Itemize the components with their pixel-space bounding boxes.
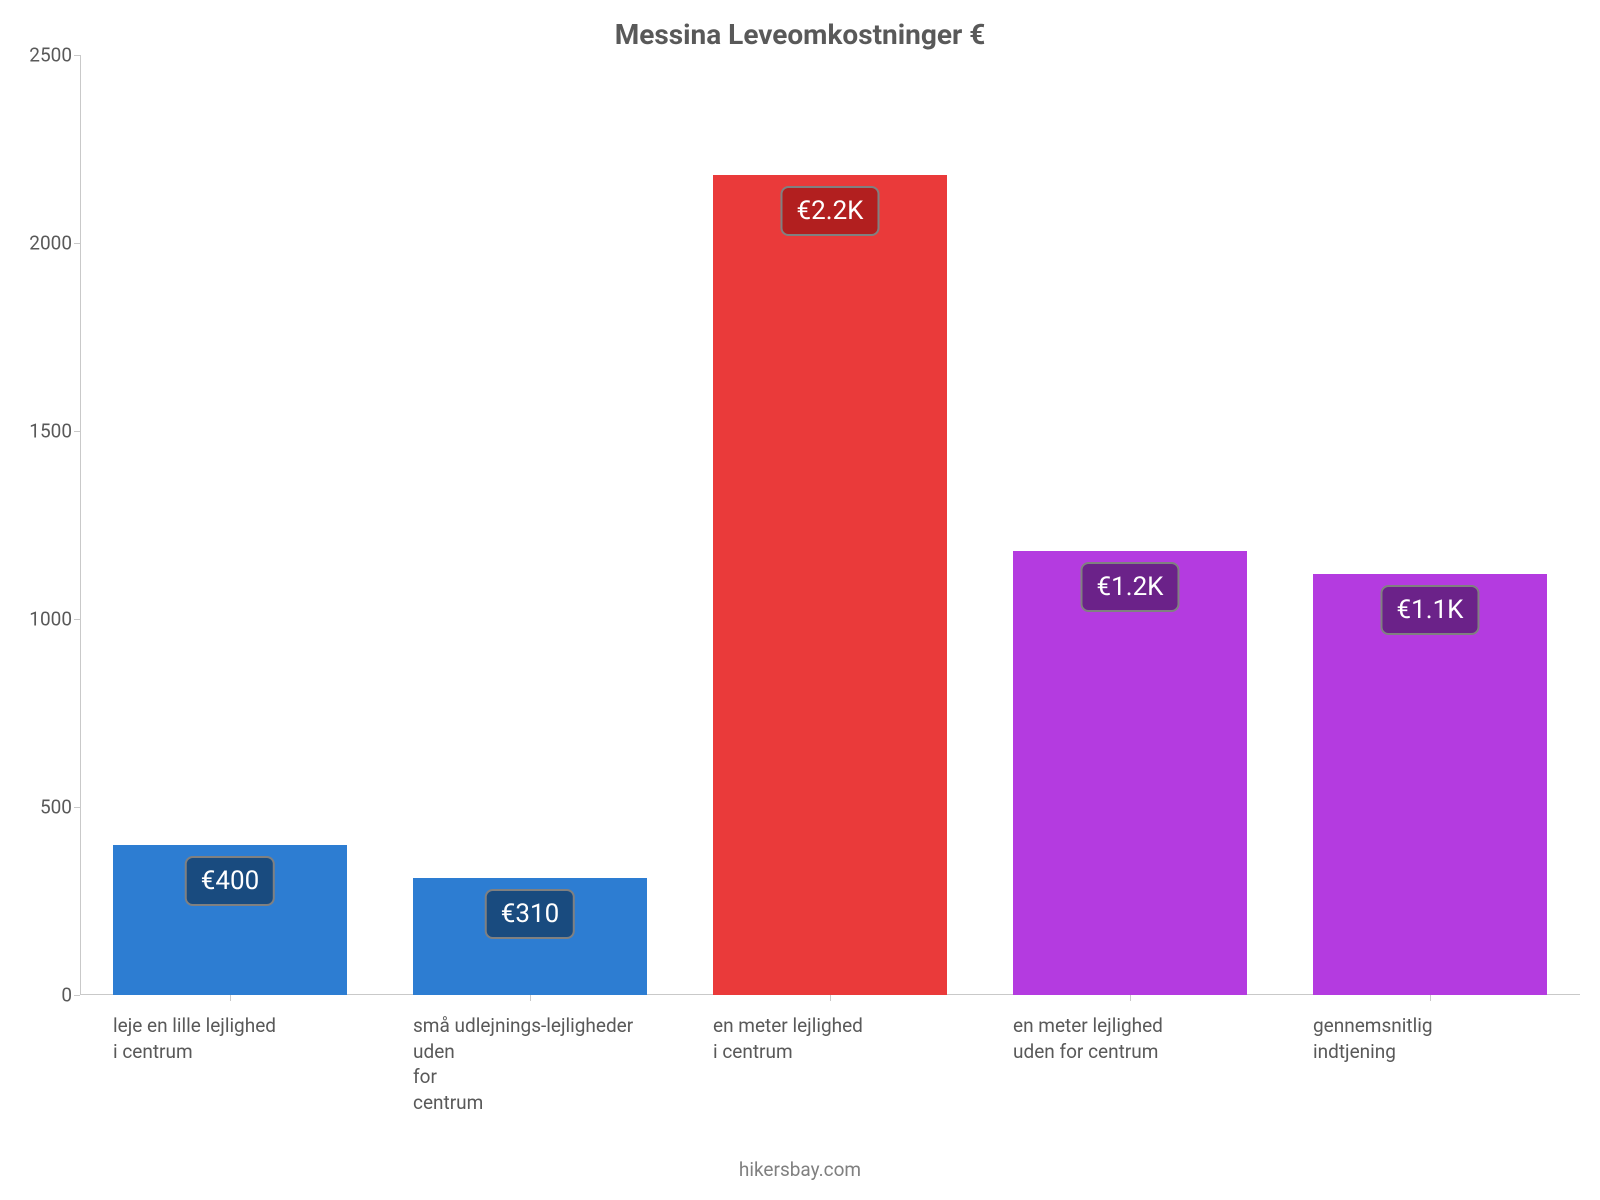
x-axis-label: små udlejnings-lejligheder uden for cent… <box>413 1013 647 1116</box>
y-tick-label: 1500 <box>29 420 72 443</box>
bar-value-label: €400 <box>185 856 275 906</box>
bar-value-label: €1.1K <box>1380 585 1479 635</box>
y-tick <box>74 807 80 808</box>
x-tick <box>830 995 831 1001</box>
bar <box>1313 574 1547 995</box>
y-axis-line <box>80 55 81 995</box>
bar <box>1013 551 1247 995</box>
credit-text: hikersbay.com <box>0 1158 1600 1181</box>
y-tick-label: 1000 <box>29 608 72 631</box>
y-tick <box>74 55 80 56</box>
y-tick <box>74 995 80 996</box>
x-axis-label: leje en lille lejlighed i centrum <box>113 1013 347 1064</box>
bar-value-label: €1.2K <box>1080 562 1179 612</box>
bar-value-label: €2.2K <box>780 186 879 236</box>
y-tick-label: 500 <box>40 796 72 819</box>
y-tick-label: 2000 <box>29 232 72 255</box>
x-tick <box>1130 995 1131 1001</box>
y-tick <box>74 243 80 244</box>
bar-value-label: €310 <box>485 889 575 939</box>
x-tick <box>530 995 531 1001</box>
x-tick <box>1430 995 1431 1001</box>
bar-chart: Messina Leveomkostninger € €400leje en l… <box>0 0 1600 1200</box>
x-tick <box>230 995 231 1001</box>
y-tick <box>74 619 80 620</box>
x-axis-label: en meter lejlighed i centrum <box>713 1013 947 1064</box>
chart-title: Messina Leveomkostninger € <box>0 18 1600 51</box>
y-tick <box>74 431 80 432</box>
bar <box>713 175 947 995</box>
y-tick-label: 0 <box>61 984 72 1007</box>
y-tick-label: 2500 <box>29 44 72 67</box>
x-axis-label: gennemsnitlig indtjening <box>1313 1013 1547 1064</box>
plot-area: €400leje en lille lejlighed i centrum€31… <box>80 55 1580 995</box>
x-axis-label: en meter lejlighed uden for centrum <box>1013 1013 1247 1064</box>
